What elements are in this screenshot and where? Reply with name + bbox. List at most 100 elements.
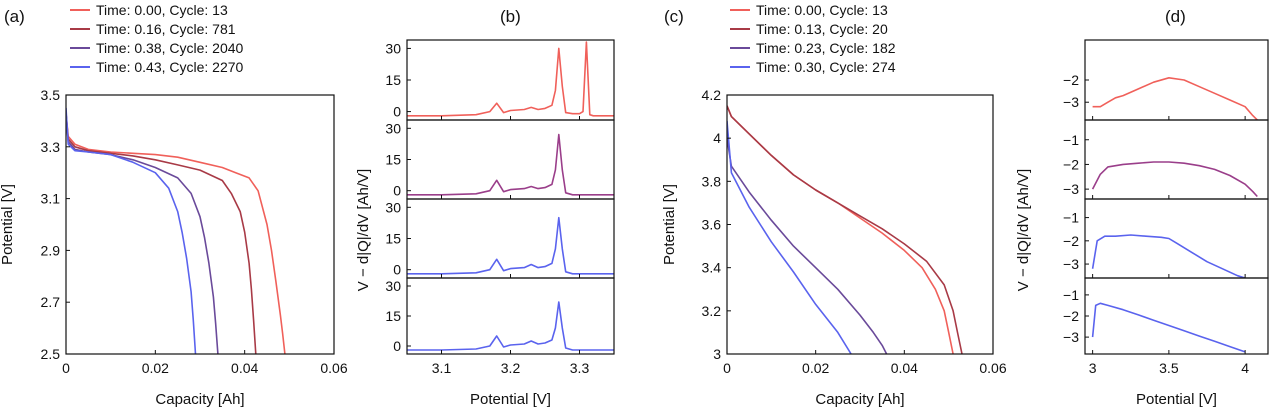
panel-a-ytick-label-5: 3.5: [41, 87, 61, 103]
panel-c-legend-label-3: Time: 0.30, Cycle: 274: [756, 59, 896, 75]
panel-d-subplot-3-ytick-label-2: −1: [1063, 287, 1079, 303]
panel-b-subplot-0-series-group: [407, 41, 614, 117]
panel-a-xlabel: Capacity [Ah]: [155, 391, 244, 408]
panel-b-subplot-0-ytick-label-0: 0: [393, 104, 401, 120]
panel-b-subplot-3: 0 15 30 3.1 3.2 3.3: [385, 277, 615, 376]
panel-d-ylabel: V − d|Q|/dV [Ah/V]: [1015, 169, 1032, 291]
panel-a-series-2: [66, 113, 219, 354]
panel-d-subplot-3-frame: [1084, 277, 1269, 355]
panel-b-subplot-2-frame: [406, 198, 615, 279]
panel-d-subplot-0-series: [1092, 77, 1258, 120]
panel-c-xtick-label-0: 0: [723, 360, 731, 376]
panel-b-subplot-1-series-group: [407, 133, 614, 196]
panel-b-subplot-3-frame: [406, 277, 615, 355]
panel-a-label: (a): [4, 7, 25, 26]
panel-a: (a) Time: 0.00, Cycle: 13 Time: 0.16, Cycl…: [0, 2, 348, 408]
panel-d-subplot-3-series-group: [1091, 302, 1246, 353]
panel-b-subplot-3-xtick-label-0: 3.1: [432, 360, 452, 376]
panel-c-series-2: [727, 138, 888, 354]
panel-c-series-1: [727, 105, 963, 354]
panel-c-xlabel: Capacity [Ah]: [815, 391, 904, 408]
panel-b-subplot-0: 0 15 30: [385, 39, 615, 121]
panel-c-xtick-label-3: 0.06: [979, 360, 1006, 376]
panel-a-series-3: [66, 107, 197, 354]
panel-c-series-group: [727, 105, 963, 354]
panel-d-subplot-1-ytick-label-1: −2: [1063, 156, 1079, 172]
panel-b-subplot-2-ytick-label-0: 0: [393, 262, 401, 278]
panel-a-frame: [65, 94, 335, 355]
panel-d-subplot-2-series: [1091, 234, 1246, 278]
panel-c-ytick-label-1: 3.2: [702, 303, 722, 319]
panel-b-subplot-1-frame: [406, 119, 615, 200]
panel-b-subplot-1-ytick-label-0: 0: [393, 183, 401, 199]
panel-a-ylabel: Potential [V]: [0, 184, 16, 265]
panel-b-subplot-2-ytick-label-2: 30: [385, 199, 401, 215]
panel-c-legend-label-0: Time: 0.00, Cycle: 13: [756, 2, 888, 18]
panel-a-legend-label-2: Time: 0.38, Cycle: 2040: [96, 40, 244, 56]
panel-d-subplot-1-series: [1091, 161, 1258, 198]
panel-d-subplot-3-ytick-label-1: −2: [1063, 308, 1079, 324]
panel-a-xtick-label-2: 0.04: [231, 360, 258, 376]
panel-d-subplot-0: −3−2: [1063, 39, 1269, 121]
panel-d-subplot-3-ytick-label-0: −3: [1063, 329, 1079, 345]
panel-b-subplot-3-series-group: [407, 301, 614, 351]
panel-c-ylabel: Potential [V]: [661, 184, 678, 265]
panel-b-subplot-1-ytick-label-2: 30: [385, 120, 401, 136]
panel-a-series-0: [66, 113, 286, 354]
panel-a-ytick-label-4: 3.3: [41, 139, 61, 155]
panel-d-subplot-3-xtick-label-0: 3: [1089, 360, 1097, 376]
panel-c: (c) Time: 0.00, Cycle: 13 Time: 0.13, Cycl…: [661, 2, 1007, 408]
panel-c-legend-label-1: Time: 0.13, Cycle: 20: [756, 21, 888, 37]
panel-a-legend-label-1: Time: 0.16, Cycle: 781: [96, 21, 236, 37]
panel-d-subplot-1-series-group: [1091, 161, 1258, 198]
panel-d-subplot-3-xtick-label-2: 4: [1241, 360, 1249, 376]
panel-a-ytick-label-3: 3.1: [41, 191, 61, 207]
panel-b-subplot-3-series: [407, 301, 614, 351]
panel-c-label: (c): [664, 7, 684, 26]
panel-b-subplot-3-xtick-label-1: 3.2: [501, 360, 521, 376]
panel-d-subplot-1: −3 −2 −1: [1063, 119, 1269, 200]
panel-b-subplot-2-series-group: [407, 216, 614, 275]
panel-d-subplot-3: −3 −2 −1 3 3.5 4: [1063, 277, 1269, 376]
panel-d-subplot-0-series-group: [1092, 77, 1258, 120]
panel-c-series-3: [727, 120, 852, 354]
panel-d-subplot-2: −3 −2 −1: [1063, 198, 1269, 279]
panel-b-subplot-3-ytick-label-0: 0: [393, 338, 401, 354]
panel-d-subplot-1-ytick-label-0: −3: [1063, 181, 1079, 197]
panel-d-subplot-2-frame: [1084, 198, 1269, 279]
panel-b-ylabel: V − d|Q|/dV [Ah/V]: [355, 169, 372, 291]
panel-b-subplot-2: 0 15 30: [385, 198, 615, 279]
panel-d-subplot-2-ytick-label-0: −3: [1063, 256, 1079, 272]
panel-d-subplot-3-xtick-label-1: 3.5: [1159, 360, 1179, 376]
panel-b-subplot-2-ytick-label-1: 15: [385, 231, 401, 247]
panel-a-ytick-label-1: 2.7: [41, 294, 61, 310]
panel-c-series-0: [727, 105, 954, 354]
panel-b-subplot-1: 0 15 30: [385, 119, 615, 200]
panel-b-label: (b): [500, 7, 521, 26]
panel-d-label: (d): [1165, 7, 1186, 26]
panel-b-subplot-0-ytick-label-2: 30: [385, 40, 401, 56]
panel-d-subplot-0-frame: [1084, 39, 1269, 121]
panel-a-xtick-label-1: 0.02: [142, 360, 169, 376]
panel-c-ytick-label-2: 3.4: [702, 260, 722, 276]
panel-d-subplot-1-frame: [1084, 119, 1269, 200]
panel-b-subplot-3-xtick-label-2: 3.3: [570, 360, 590, 376]
panel-b-xlabel: Potential [V]: [470, 391, 551, 408]
panel-b-subplot-3-ytick-label-1: 15: [385, 308, 401, 324]
panel-a-series-group: [66, 107, 286, 354]
panel-b-subplot-2-series: [407, 216, 614, 275]
panel-a-ytick-label-2: 2.9: [41, 242, 61, 258]
panel-d-subplot-1-ytick-label-2: −1: [1063, 132, 1079, 148]
panel-a-xtick-label-3: 0.06: [320, 360, 347, 376]
panel-d-subplot-2-ytick-label-1: −2: [1063, 233, 1079, 249]
panel-a-ytick-label-0: 2.5: [41, 346, 61, 362]
panel-c-ytick-label-6: 4.2: [702, 87, 722, 103]
panel-a-legend-label-0: Time: 0.00, Cycle: 13: [96, 2, 228, 18]
panel-b-subplot-1-ytick-label-1: 15: [385, 152, 401, 168]
panel-d-xlabel: Potential [V]: [1136, 391, 1217, 408]
panel-c-ytick-label-4: 3.8: [702, 173, 722, 189]
panel-c-ytick-label-5: 4: [713, 130, 721, 146]
panel-c-ytick-label-0: 3: [713, 346, 721, 362]
